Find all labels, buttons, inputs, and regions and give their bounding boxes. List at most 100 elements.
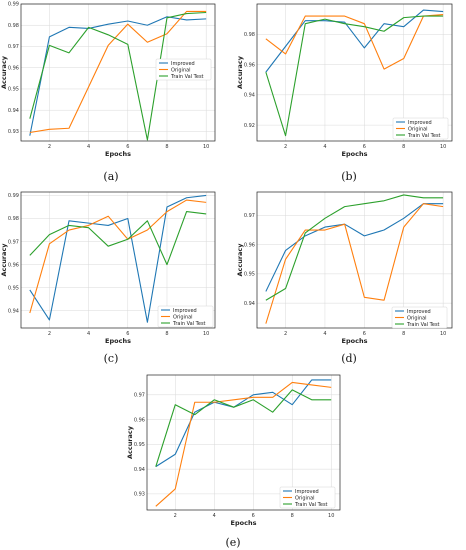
legend-box	[391, 306, 448, 329]
legend-label: Improved	[295, 489, 319, 495]
y-tick-label: 0.94	[8, 108, 19, 114]
legend-label: Train Val Test	[407, 133, 441, 139]
y-tick-label: 0.96	[8, 65, 19, 71]
x-tick-label: 2	[48, 144, 51, 150]
legend-label: Improved	[171, 61, 195, 67]
y-tick-label: 0.94	[134, 467, 145, 473]
y-tick-label: 0.92	[244, 123, 255, 129]
plot-frame	[20, 3, 216, 142]
panel-caption: (d)	[341, 352, 357, 365]
legend-box	[155, 58, 212, 81]
x-tick-label: 10	[203, 331, 209, 337]
y-tick-label: 0.97	[134, 393, 145, 399]
chart-panel: 2 4 6 8 10 0.94 0.95 0.96 0.97 Epochs Accuracy Impr…	[236, 191, 453, 365]
x-tick-label: 10	[440, 331, 446, 337]
legend-label: Original	[408, 126, 428, 132]
chart-panel: 2 4 6 8 10 0.93 0.94 0.95 0.96 0.97 Epochs Accuracy…	[126, 374, 341, 549]
panel-caption: (c)	[104, 352, 119, 365]
legend-label: Improved	[173, 308, 197, 314]
y-tick-label: 0.93	[8, 129, 19, 135]
series-line-improved	[29, 194, 207, 323]
legend-label: Improved	[408, 120, 432, 126]
chart-panel: 2 4 6 8 10 0.93 0.94 0.95 0.96 0.97 0.98 0.99 Epochs…	[0, 2, 216, 183]
panel-caption: (e)	[225, 536, 240, 549]
plot-frame	[20, 191, 216, 329]
x-tick-label: 6	[363, 144, 366, 150]
plot-frame	[256, 3, 453, 142]
x-tick-label: 10	[328, 513, 334, 519]
x-tick-label: 4	[87, 331, 90, 337]
y-tick-label: 0.98	[8, 23, 19, 29]
y-tick-label: 0.95	[8, 285, 19, 291]
x-tick-label: 6	[252, 513, 255, 519]
x-tick-label: 8	[165, 144, 168, 150]
x-tick-label: 10	[203, 144, 209, 150]
x-axis-label: Epochs	[231, 519, 257, 527]
y-tick-label: 0.94	[244, 93, 255, 99]
x-tick-label: 2	[48, 331, 51, 337]
series-line-original	[29, 10, 207, 134]
series-line-improved	[265, 9, 444, 73]
x-tick-label: 6	[126, 331, 129, 337]
y-tick-label: 0.94	[8, 308, 19, 314]
x-tick-label: 4	[323, 144, 326, 150]
y-tick-label: 0.95	[8, 87, 19, 93]
y-tick-label: 0.98	[8, 216, 19, 222]
panel-caption: (b)	[341, 170, 357, 183]
legend-label: Train Val Test	[294, 502, 328, 508]
legend-label: Train Val Test	[170, 74, 204, 80]
y-axis-label: Accuracy	[0, 243, 8, 277]
y-tick-label: 0.97	[244, 213, 255, 219]
series-line-improved	[29, 16, 207, 136]
series-line-train-val-test	[29, 211, 207, 266]
y-tick-label: 0.97	[8, 44, 19, 50]
y-tick-label: 0.99	[8, 2, 19, 8]
y-axis-label: Accuracy	[236, 243, 244, 277]
y-tick-label: 0.95	[134, 442, 145, 448]
series-line-train-val-test	[265, 194, 444, 301]
y-tick-label: 0.96	[244, 242, 255, 248]
x-axis-label: Epochs	[105, 337, 131, 345]
x-tick-label: 2	[284, 144, 287, 150]
x-tick-label: 4	[323, 331, 326, 337]
series-line-original	[29, 199, 207, 314]
y-tick-label: 0.96	[134, 417, 145, 423]
legend-label: Train Val Test	[172, 321, 206, 327]
panel-caption: (a)	[103, 170, 118, 183]
legend-label: Improved	[407, 309, 431, 315]
chart-panel: 2 4 6 8 10 0.94 0.95 0.96 0.97 0.98 0.99 Epochs Accu…	[0, 191, 216, 365]
legend-box	[157, 305, 214, 328]
series-line-improved	[265, 203, 444, 292]
y-axis-label: Accuracy	[236, 55, 244, 89]
x-tick-label: 8	[291, 513, 294, 519]
x-tick-label: 8	[402, 144, 405, 150]
series-line-improved	[155, 379, 332, 468]
x-tick-label: 2	[174, 513, 177, 519]
series-line-train-val-test	[29, 11, 207, 141]
series-line-original	[265, 203, 444, 324]
y-tick-label: 0.99	[8, 193, 19, 199]
y-axis-label: Accuracy	[0, 55, 8, 89]
legend-box	[392, 117, 449, 140]
series-line-original	[155, 381, 332, 507]
y-tick-label: 0.96	[8, 262, 19, 268]
x-tick-label: 4	[87, 144, 90, 150]
series-line-train-val-test	[155, 389, 332, 467]
y-tick-label: 0.95	[244, 272, 255, 278]
x-axis-label: Epochs	[105, 150, 131, 158]
x-tick-label: 2	[284, 331, 287, 337]
plot-frame	[256, 191, 453, 329]
legend-label: Original	[171, 67, 191, 73]
y-tick-label: 0.96	[244, 62, 255, 68]
x-axis-label: Epochs	[342, 150, 368, 158]
x-tick-label: 6	[126, 144, 129, 150]
x-tick-label: 8	[165, 331, 168, 337]
legend-label: Original	[295, 495, 315, 501]
legend-label: Original	[407, 315, 427, 321]
y-tick-label: 0.93	[134, 492, 145, 498]
